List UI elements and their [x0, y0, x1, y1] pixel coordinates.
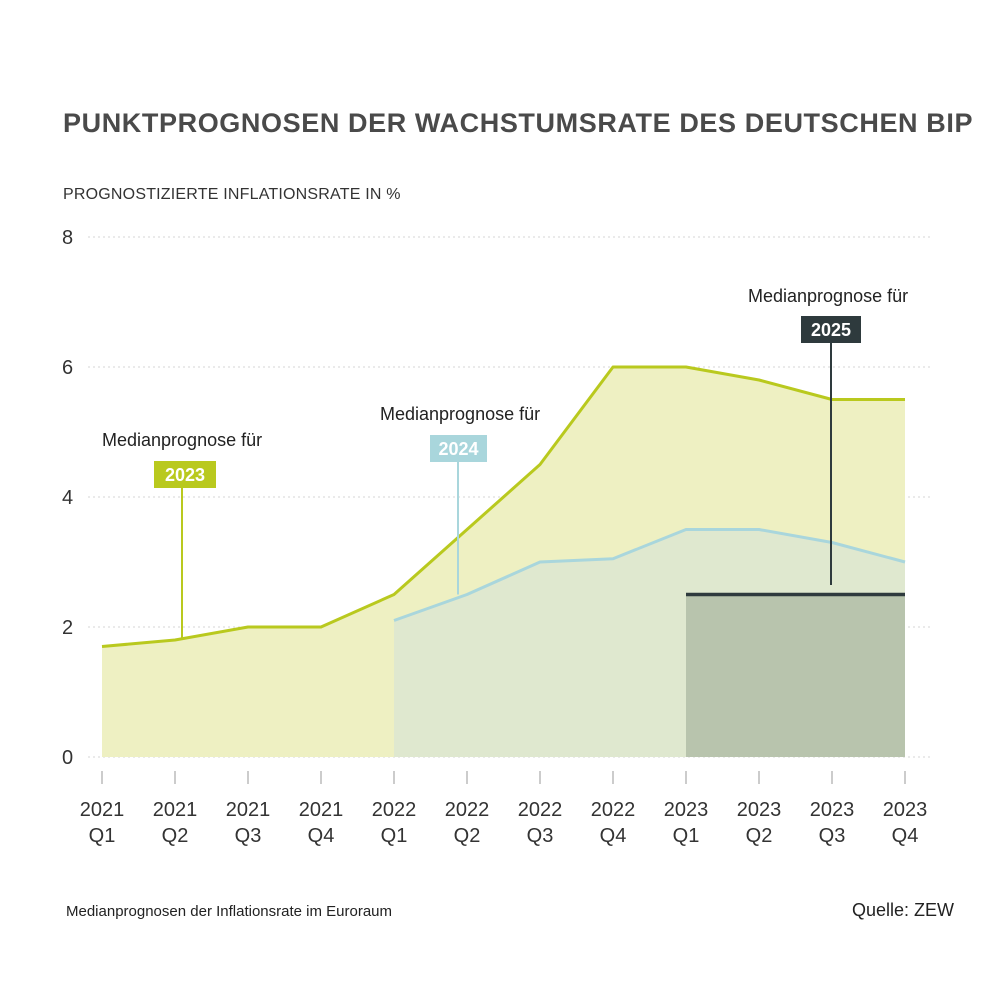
x-tick-label-year: 2021: [299, 799, 344, 821]
annotation-badge-2024: [430, 435, 487, 462]
source-label: Quelle: ZEW: [851, 900, 954, 920]
annotation-badge-text-2024: 2024: [438, 439, 478, 459]
footnote: Medianprognosen der Inflationsrate im Eu…: [66, 903, 393, 920]
x-tick-label-year: 2021: [153, 799, 198, 821]
x-tick-label-quarter: Q3: [235, 825, 262, 847]
chart-title: PUNKTPROGNOSEN DER WACHSTUMSRATE DES DEU…: [63, 108, 974, 138]
y-tick-label: 6: [62, 357, 73, 379]
annotation-badge-text-2023: 2023: [165, 465, 205, 485]
y-tick-label: 0: [62, 747, 73, 769]
x-tick-label-year: 2022: [372, 799, 417, 821]
x-tick-label-quarter: Q2: [746, 825, 773, 847]
x-tick-label-year: 2021: [226, 799, 271, 821]
annotation-label-2025: Medianprognose für: [748, 286, 908, 306]
x-tick-label-year: 2023: [883, 799, 928, 821]
x-tick-label-year: 2023: [810, 799, 855, 821]
x-tick-label-quarter: Q2: [454, 825, 481, 847]
y-axis-label: PROGNOSTIZIERTE INFLATIONSRATE IN %: [63, 186, 401, 203]
x-tick-label-quarter: Q3: [819, 825, 846, 847]
x-tick-label-year: 2022: [445, 799, 490, 821]
x-tick-label-quarter: Q1: [89, 825, 116, 847]
y-tick-label: 8: [62, 227, 73, 249]
x-tick-label-year: 2021: [80, 799, 125, 821]
annotation-label-2023: Medianprognose für: [102, 430, 262, 450]
x-tick-label-quarter: Q1: [381, 825, 408, 847]
x-tick-label-quarter: Q2: [162, 825, 189, 847]
annotation-badge-2025: [801, 316, 861, 343]
area-series-2025: [686, 594, 905, 757]
x-tick-label-quarter: Q1: [673, 825, 700, 847]
x-tick-label-year: 2023: [664, 799, 709, 821]
x-tick-label-year: 2023: [737, 799, 782, 821]
x-tick-label-year: 2022: [591, 799, 636, 821]
x-tick-label-year: 2022: [518, 799, 563, 821]
y-tick-label: 4: [62, 487, 73, 509]
annotation-label-2024: Medianprognose für: [380, 404, 540, 424]
y-tick-label: 2: [62, 617, 73, 639]
x-tick-label-quarter: Q4: [892, 825, 919, 847]
line-series-2024: [393, 528, 906, 622]
annotation-badge-text-2025: 2025: [811, 320, 851, 340]
x-tick-label-quarter: Q3: [527, 825, 554, 847]
line-series-2023: [101, 365, 905, 648]
x-tick-label-quarter: Q4: [600, 825, 627, 847]
x-tick-label-quarter: Q4: [308, 825, 335, 847]
annotation-badge-2023: [154, 461, 216, 488]
